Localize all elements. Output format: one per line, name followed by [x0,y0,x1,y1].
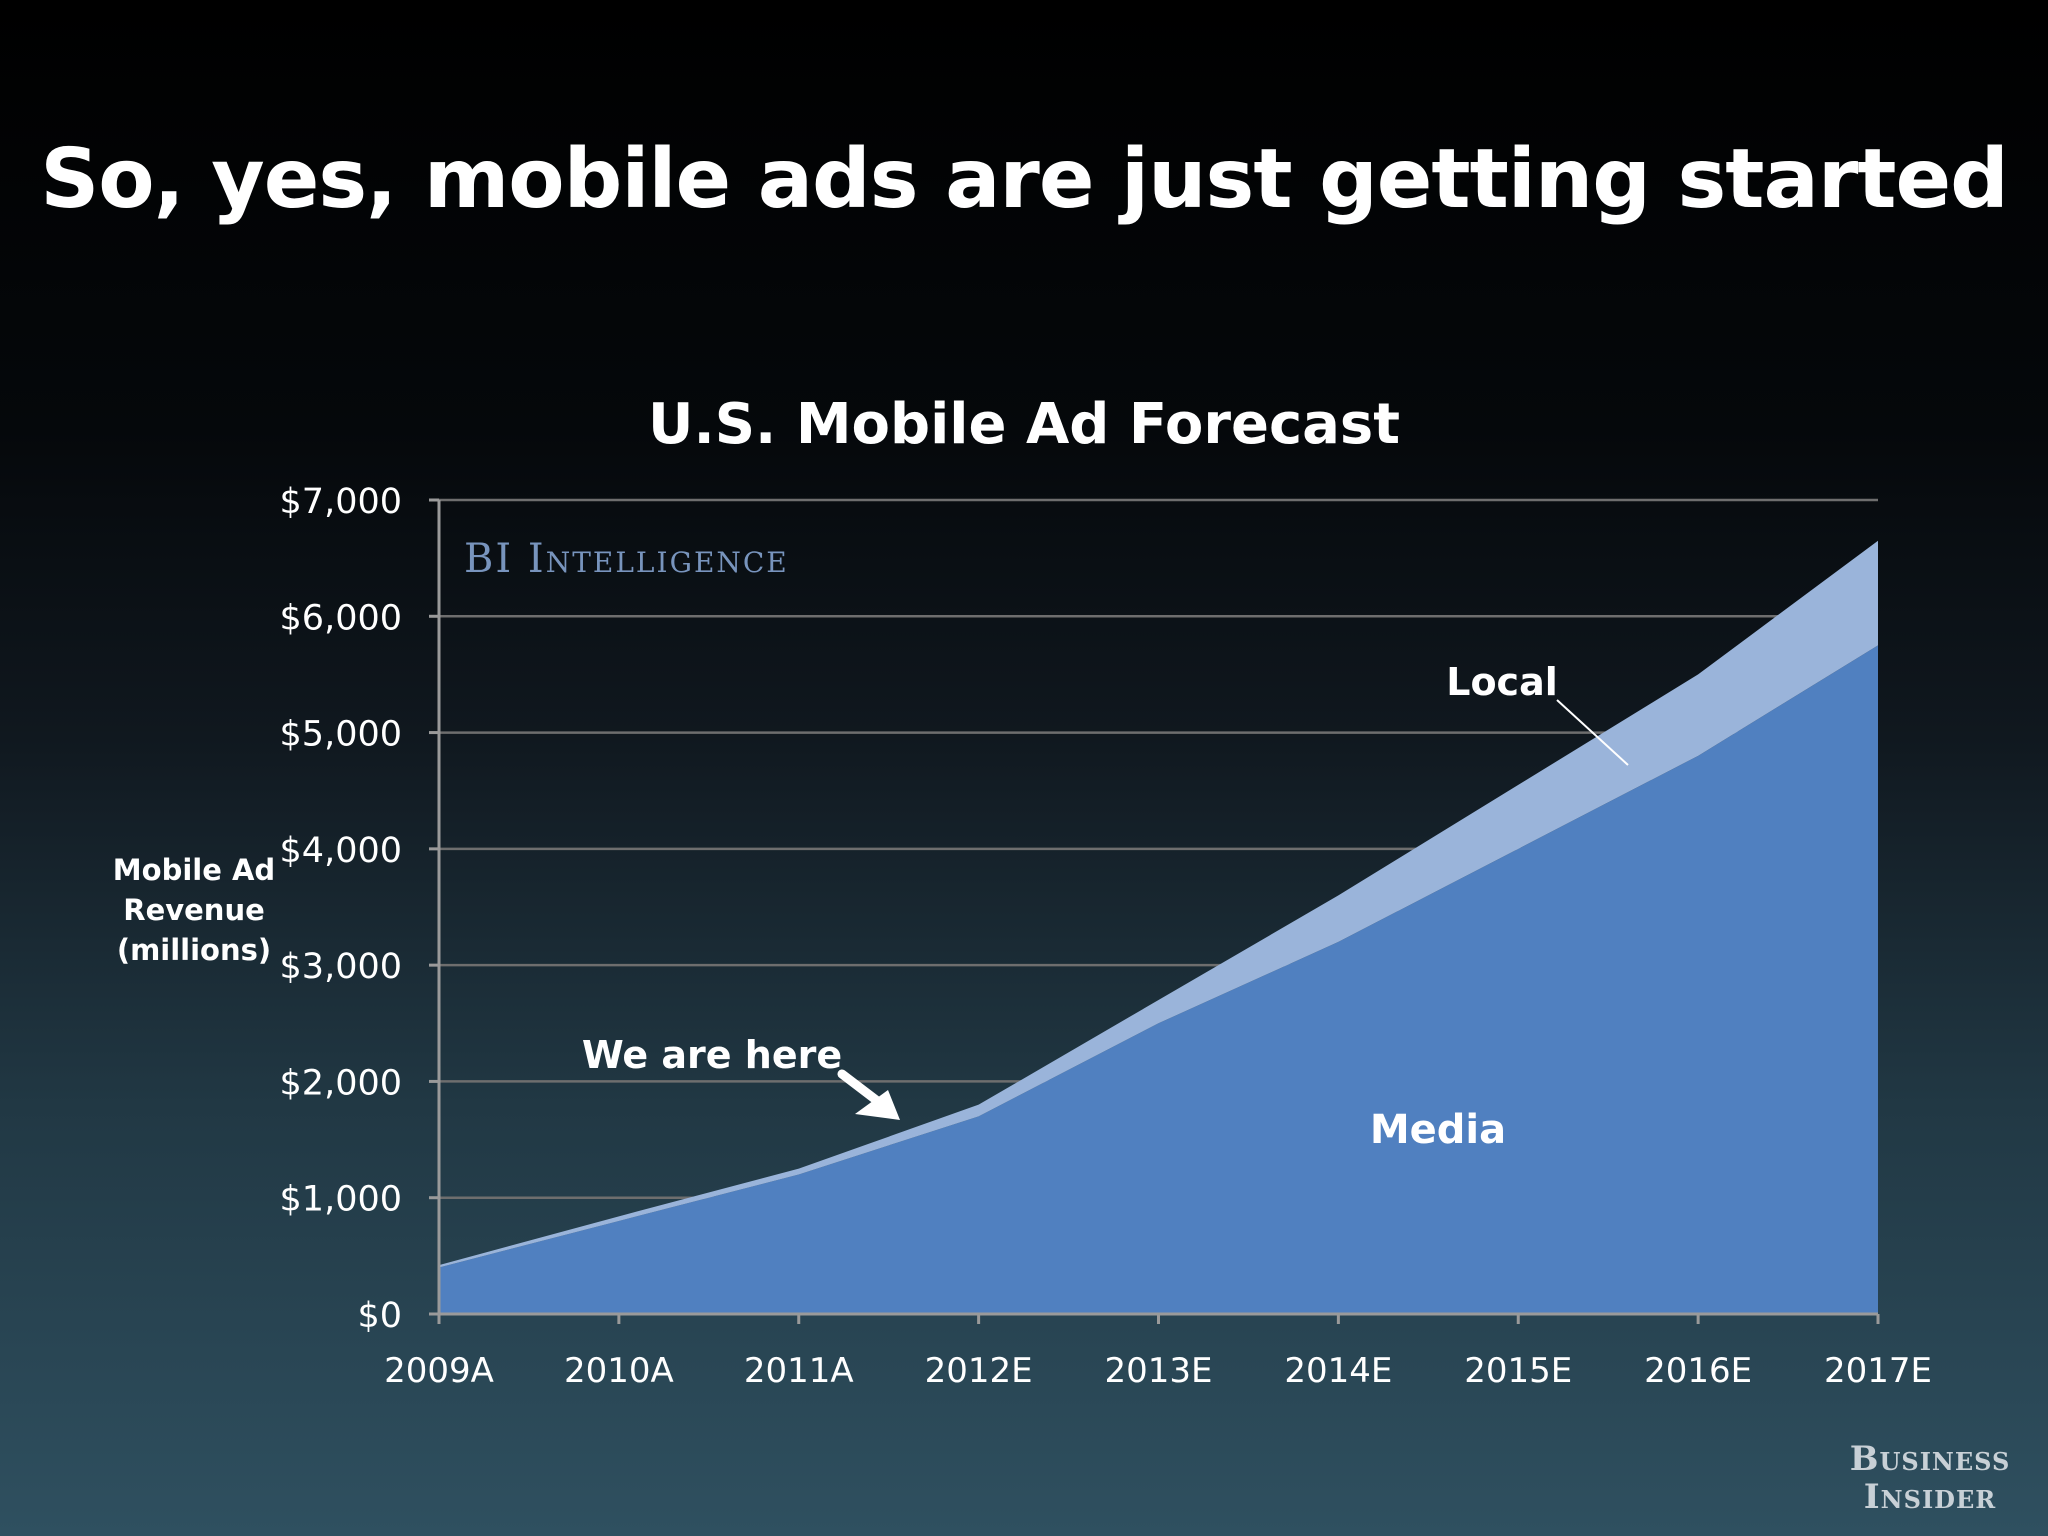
y-tick-label: $7,000 [280,482,402,522]
x-tick-label: 2013E [1104,1351,1212,1391]
y-tick-label: $3,000 [280,947,402,987]
x-tick-label: 2016E [1644,1351,1752,1391]
x-tick-label: 2012E [925,1351,1033,1391]
y-tick-labels: $0 $1,000 $2,000 $3,000 $4,000 $5,000 $6,000 $7… [280,482,402,1336]
logo-line-2: Insider [1863,1477,1997,1517]
y-tick-label: $2,000 [280,1063,402,1103]
annotation-local: Local [1446,660,1629,766]
local-label: Local [1446,660,1558,704]
x-tick-label: 2009A [384,1351,494,1391]
x-tick-label: 2011A [744,1351,854,1391]
axes [429,498,1880,1324]
x-tick-label: 2010A [564,1351,674,1391]
bi-intelligence-watermark: BI Intelligence [464,536,789,582]
chart-title: U.S. Mobile Ad Forecast [648,392,1400,457]
x-tick-label: 2015E [1464,1351,1572,1391]
business-insider-logo: Business Insider [1830,1440,2030,1516]
y-tick-label: $4,000 [280,831,402,871]
logo-line-1: Business [1849,1439,2011,1479]
y-tick-label: $6,000 [280,598,402,638]
local-leader-line [1556,699,1629,766]
x-tick-labels: 2009A 2010A 2011A 2012E 2013E 2014E 2015E 2016E… [384,1351,1932,1391]
y-axis-label: Mobile Ad Revenue (millions) [113,853,275,967]
x-tick-label: 2017E [1824,1351,1932,1391]
area-series [439,540,1878,1314]
x-tick-label: 2014E [1284,1351,1392,1391]
y-tick-label: $1,000 [280,1180,402,1220]
media-label: Media [1370,1107,1506,1153]
y-tick-label: $5,000 [280,715,402,755]
we-are-here-arrow-icon [837,1069,900,1120]
slide-title: So, yes, mobile ads are just getting sta… [40,132,2009,227]
annotation-we-are-here: We are here [582,1033,900,1120]
area-media [439,645,1878,1314]
y-tick-label: $0 [357,1296,402,1336]
we-are-here-label: We are here [582,1033,842,1077]
